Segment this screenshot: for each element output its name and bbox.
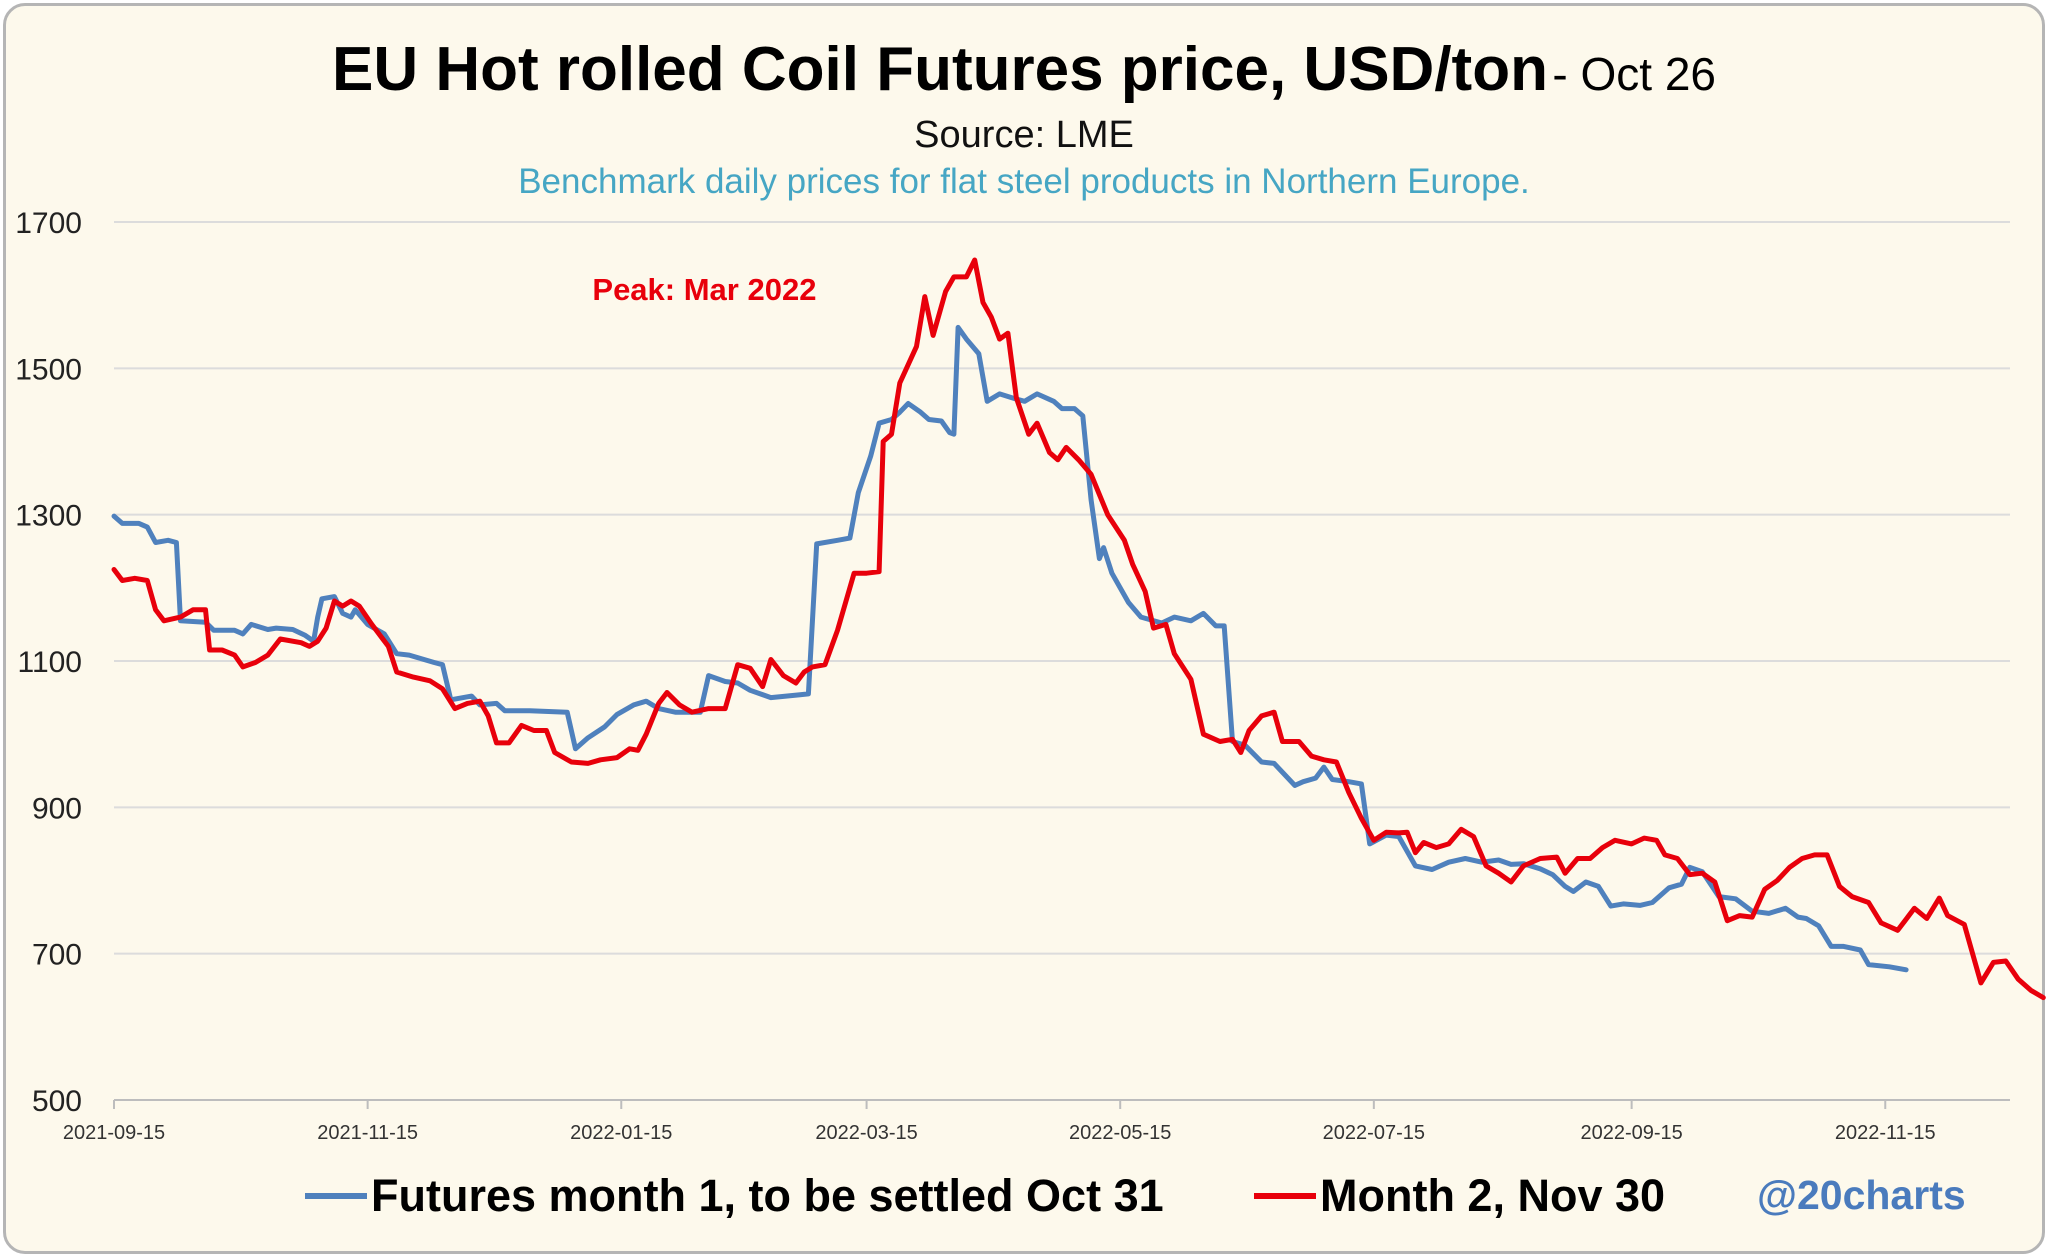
- x-tick-label: 2021-11-15: [317, 1122, 418, 1144]
- legend-item-month2: Month 2, Nov 30: [1254, 1166, 1665, 1226]
- chart-title-main: EU Hot rolled Coil Futures price, USD/to…: [331, 35, 1548, 104]
- chart-source: Source: LME: [914, 114, 1134, 156]
- chart-subtitle: Benchmark daily prices for flat steel pr…: [518, 162, 1530, 201]
- x-axis: [113, 1099, 2010, 1109]
- y-tick-label: 700: [32, 939, 82, 972]
- x-tick-label: 2022-03-15: [815, 1122, 917, 1144]
- brand-handle: @20charts: [1757, 1172, 1966, 1218]
- series-lines: [111, 257, 2046, 1001]
- chart-title: EU Hot rolled Coil Futures price, USD/to…: [0, 34, 2048, 105]
- grid-lines: [114, 221, 2010, 955]
- y-axis: 500 700 900 1100 1300 1500 1700: [15, 207, 82, 1118]
- legend-swatch-month1: [305, 1193, 367, 1199]
- x-tick-label: 2022-11-15: [1835, 1122, 1936, 1144]
- y-tick-label: 1300: [15, 500, 82, 533]
- y-tick-label: 1100: [17, 646, 82, 679]
- y-tick-label: 500: [32, 1085, 82, 1118]
- annotation-peak-label: Peak: Mar 2022: [592, 272, 816, 307]
- series-line-month1: [111, 324, 1909, 973]
- x-tick-label: 2022-09-15: [1580, 1122, 1682, 1144]
- x-tick-label: 2022-01-15: [570, 1122, 672, 1144]
- chart-title-date: - Oct 26: [1552, 48, 1717, 100]
- y-tick-label: 900: [32, 792, 82, 825]
- x-tick-label: 2021-09-15: [63, 1122, 165, 1144]
- legend-label-month2: Month 2, Nov 30: [1320, 1170, 1666, 1221]
- x-tick-label: 2022-05-15: [1069, 1122, 1171, 1144]
- y-tick-label: 1500: [15, 353, 82, 386]
- x-tick-label: 2022-07-15: [1323, 1122, 1425, 1144]
- annotations: Peak: Mar 2022: [592, 272, 816, 307]
- legend-swatch-month2: [1254, 1193, 1316, 1199]
- series-line-month2: [111, 257, 2046, 1001]
- legend-item-month1: Futures month 1, to be settled Oct 31: [305, 1166, 1164, 1226]
- y-tick-label: 1700: [15, 207, 82, 240]
- chart-frame: [3, 3, 2045, 1254]
- legend-label-month1: Futures month 1, to be settled Oct 31: [371, 1170, 1164, 1221]
- x-tick-labels: 2021-09-15 2021-11-15 2022-01-15 2022-03-15…: [63, 1122, 1936, 1144]
